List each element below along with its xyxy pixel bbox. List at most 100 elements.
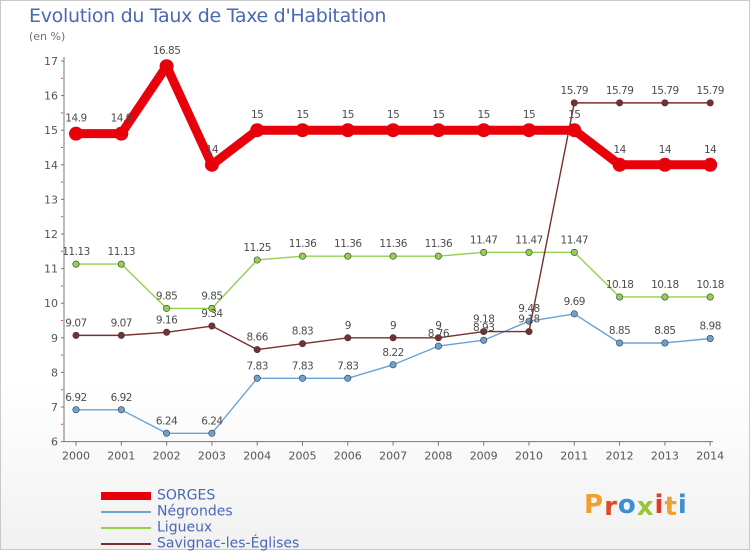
data-label-0: 15 [342,109,354,121]
y-tick-label: 6 [51,436,58,449]
data-label-1: 7.83 [292,360,313,372]
series-point-1 [616,339,624,347]
data-label-3: 8.83 [292,326,313,338]
data-label-3: 9.18 [473,314,494,326]
data-label-3: 9 [390,320,396,332]
series-point-3 [525,328,533,336]
data-label-1: 8.85 [654,325,675,337]
series-point-0 [204,157,219,172]
data-label-1: 6.24 [156,415,178,427]
series-point-0 [114,126,129,141]
chart-legend: SORGES Négrondes Ligueux Savignac-les-Églis… [101,487,300,552]
data-label-1: 8.22 [382,347,403,359]
data-label-0: 15 [523,109,535,121]
legend-swatch [101,491,151,500]
series-point-0 [612,157,627,172]
series-point-2 [389,252,397,260]
legend-item: Négrondes [101,503,299,520]
proxiti-logo: Proxiti [584,490,688,522]
series-point-2 [480,248,488,256]
data-label-0: 15 [251,109,263,121]
data-label-1: 7.83 [247,360,268,372]
series-point-1 [163,429,171,437]
y-tick-label: 13 [44,193,58,206]
series-point-3 [117,331,125,339]
series-point-1 [706,334,714,342]
x-tick-label: 2001 [107,450,135,463]
series-point-2 [525,248,533,256]
y-tick-label: 9 [51,332,58,345]
data-label-2: 11.47 [470,234,498,246]
data-label-1: 7.83 [337,360,358,372]
series-point-0 [340,123,355,138]
series-point-0 [431,123,446,138]
y-tick-label: 15 [44,124,58,137]
x-tick-label: 2002 [153,450,181,463]
legend-label: Ligueux [157,519,213,536]
data-label-2: 11.47 [561,234,589,246]
data-label-3: 9 [435,320,441,332]
logo-letter: P [584,490,605,520]
series-point-1 [344,374,352,382]
series-point-1 [208,429,216,437]
data-label-3: 9.34 [201,308,223,320]
x-tick-label: 2011 [560,450,588,463]
data-label-1: 6.92 [111,392,132,404]
legend-label: SORGES [157,487,216,504]
series-point-1 [117,406,125,414]
data-label-0: 15 [568,109,580,121]
logo-letter: t [664,492,678,522]
data-label-3: 15.79 [561,85,589,97]
data-label-3: 8.66 [247,332,269,344]
data-label-0: 14 [659,144,672,156]
data-label-1: 8.85 [609,325,630,337]
y-tick-label: 14 [44,159,58,172]
data-label-3: 9.07 [65,317,86,329]
data-label-0: 14.9 [65,113,86,125]
data-label-2: 10.18 [696,279,724,291]
series-point-0 [69,126,83,141]
data-label-2: 11.36 [379,238,407,250]
series-point-1 [298,374,306,382]
x-tick-label: 2003 [198,450,226,463]
series-point-3 [616,99,624,107]
series-point-3 [208,322,216,330]
x-tick-label: 2008 [424,450,452,463]
legend-label: Savignac-les-Églises [157,535,300,552]
series-point-1 [253,374,261,382]
x-tick-label: 2009 [470,450,498,463]
data-label-1: 6.92 [65,392,86,404]
x-tick-label: 2012 [606,450,634,463]
series-point-3 [72,331,80,339]
series-point-2 [163,304,171,312]
series-point-1 [480,336,488,344]
logo-letter: o [617,490,637,520]
x-tick-label: 2013 [651,450,679,463]
legend-swatch [101,526,151,529]
series-point-1 [661,339,669,347]
series-point-3 [480,328,488,336]
data-label-2: 11.36 [425,238,453,250]
data-label-2: 10.18 [651,279,679,291]
chart-title: Evolution du Taux de Taxe d'Habitation [29,5,387,27]
series-point-2 [72,260,80,268]
data-label-3: 15.79 [606,85,634,97]
data-label-3: 9.07 [111,317,132,329]
data-label-2: 9.85 [201,290,222,302]
data-label-2: 9.85 [156,290,177,302]
data-label-3: 15.79 [651,85,679,97]
series-point-0 [250,123,265,138]
series-point-3 [661,99,669,107]
data-label-0: 14.9 [111,113,132,125]
data-label-1: 9.69 [564,296,585,308]
data-label-0: 14 [206,144,219,156]
x-tick-label: 2006 [334,450,362,463]
logo-letter: r [604,492,618,522]
data-label-0: 16.85 [153,45,181,57]
y-tick-label: 11 [44,263,58,276]
series-point-0 [657,157,672,172]
series-point-1 [434,342,442,350]
chart-unit-label: (en %) [29,30,66,43]
y-tick-label: 17 [44,55,58,68]
